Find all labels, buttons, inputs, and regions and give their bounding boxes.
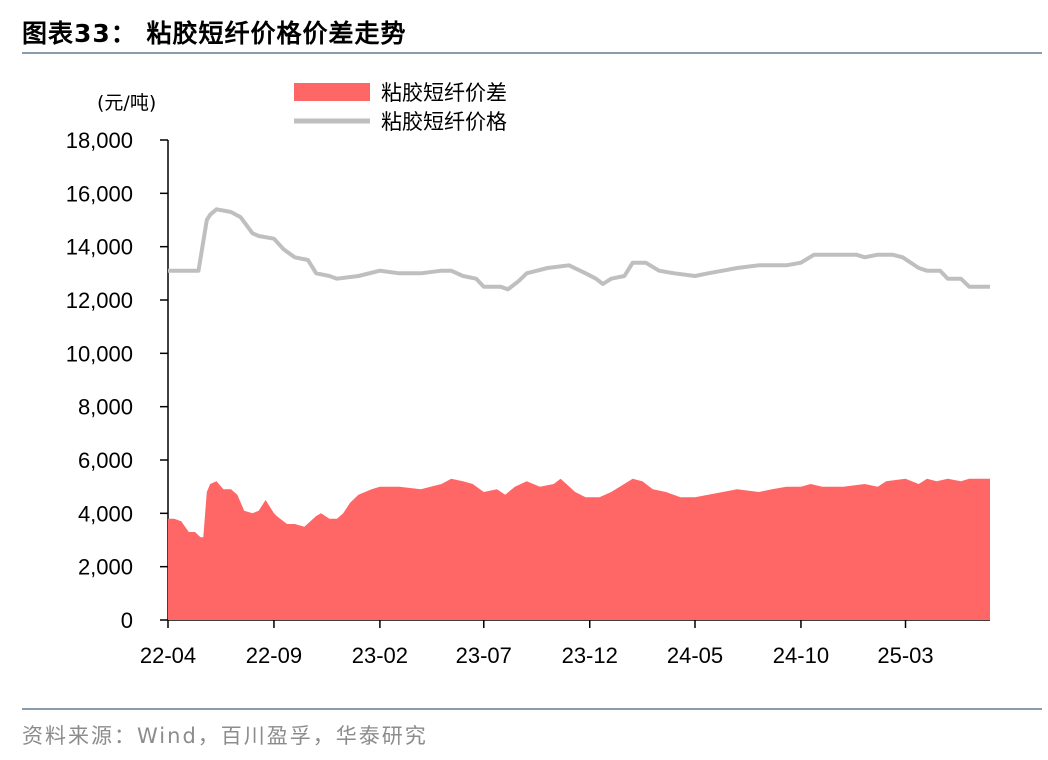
- y-tick-label: 6,000: [78, 448, 133, 473]
- source-divider: [22, 708, 1042, 710]
- figure-title: 图表33： 粘胶短纤价格价差走势: [22, 19, 407, 48]
- y-tick-label: 12,000: [66, 288, 133, 313]
- y-tick-label: 14,000: [66, 235, 133, 260]
- series-line-price: [168, 207, 990, 292]
- x-tick-label: 23-02: [352, 643, 408, 668]
- plot-area: [168, 207, 990, 620]
- y-unit-label: (元/吨): [97, 92, 156, 114]
- series-area-spread: [168, 478, 990, 620]
- legend-label-spread: 粘胶短纤价差: [381, 81, 507, 105]
- x-tick-label: 23-07: [456, 643, 512, 668]
- y-tick-label: 2,000: [78, 555, 133, 580]
- legend-swatch-spread: [294, 83, 370, 101]
- chart: 0 2,000 4,000 6,000 8,000 10,000 12,000 14,000 1…: [66, 81, 990, 668]
- x-tick-label: 23-12: [562, 643, 618, 668]
- y-tick-label: 8,000: [78, 395, 133, 420]
- x-tick-label: 22-04: [140, 643, 196, 668]
- y-axis: 0 2,000 4,000 6,000 8,000 10,000 12,000 14,000 1…: [66, 128, 169, 633]
- x-tick-label: 24-05: [667, 643, 723, 668]
- y-tick-label: 10,000: [66, 341, 133, 366]
- source-note: 资料来源：Wind，百川盈孚，华泰研究: [22, 724, 428, 748]
- legend: 粘胶短纤价差 粘胶短纤价格: [294, 81, 507, 134]
- y-tick-label: 16,000: [66, 181, 133, 206]
- x-tick-label: 22-09: [246, 643, 302, 668]
- legend-label-price: 粘胶短纤价格: [381, 110, 507, 134]
- y-tick-label: 0: [121, 608, 133, 633]
- x-tick-label: 25-03: [877, 643, 933, 668]
- title-divider: [22, 52, 1042, 54]
- y-tick-label: 4,000: [78, 501, 133, 526]
- y-tick-label: 18,000: [66, 128, 133, 153]
- x-axis: 22-04 22-09 23-02 23-07 23-12 24-05 24-10 25-03: [140, 619, 990, 668]
- x-tick-label: 24-10: [773, 643, 829, 668]
